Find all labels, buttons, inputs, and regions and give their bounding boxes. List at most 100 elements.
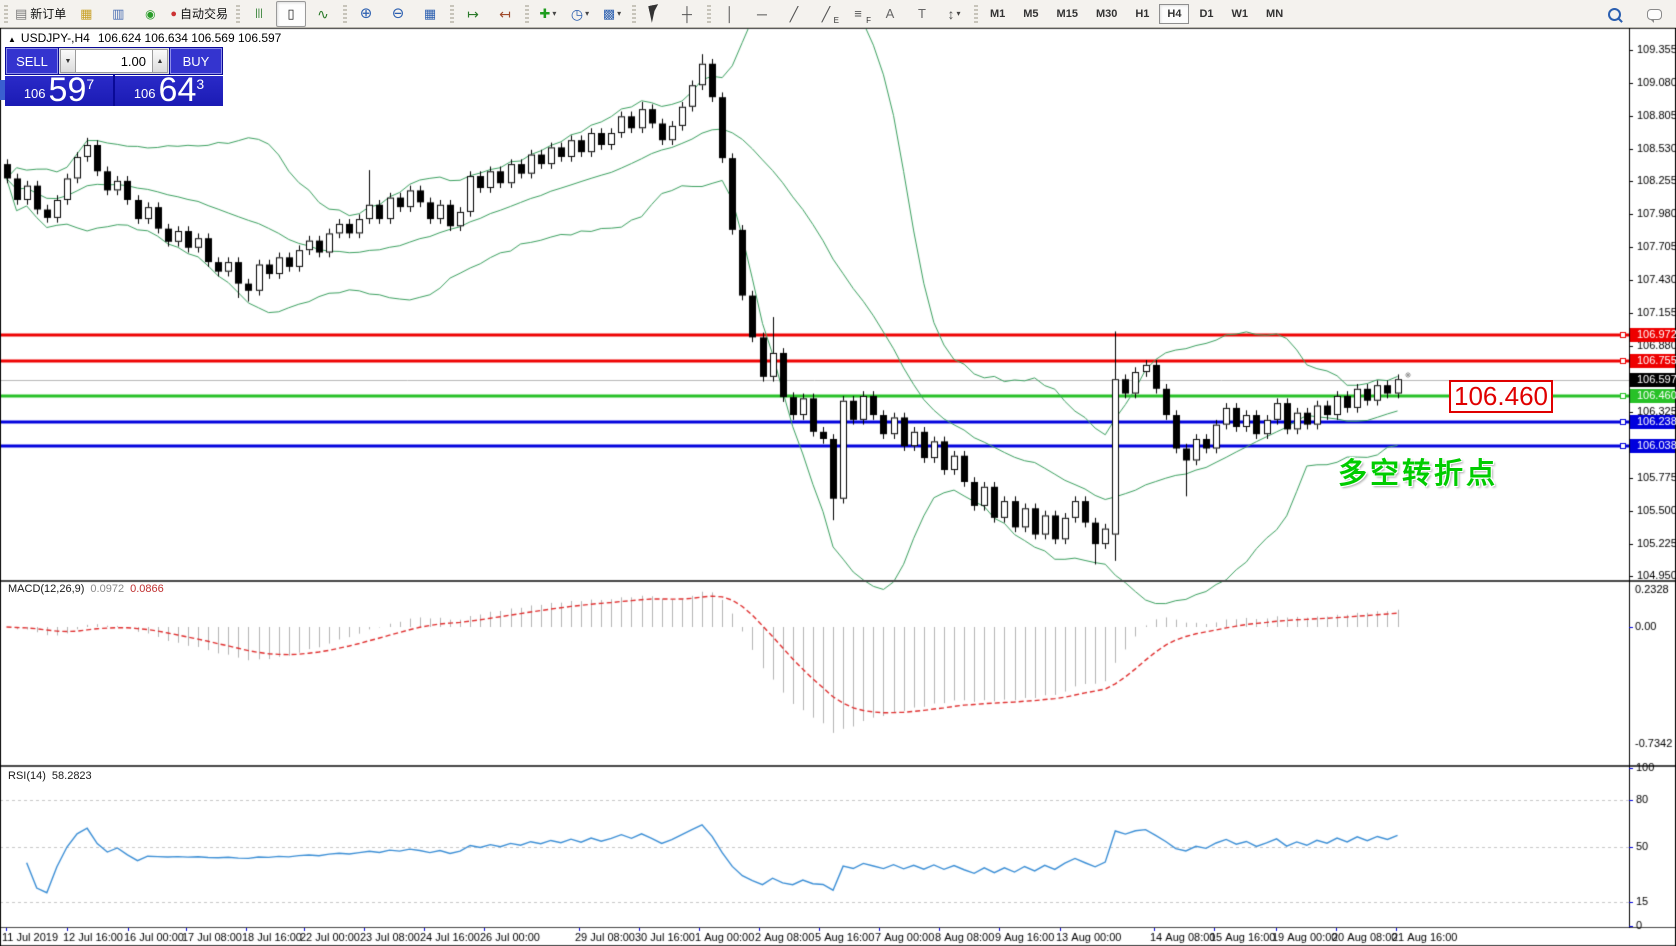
macd-signal-value: 0.0866 <box>130 583 164 595</box>
zoom-out-icon: ⊖ <box>391 4 405 22</box>
text-label-button[interactable]: T <box>907 1 937 27</box>
toolbar-grip[interactable] <box>4 4 8 23</box>
charts-icon: ▦ <box>80 5 93 21</box>
timeframe-H1[interactable]: H1 <box>1135 7 1150 20</box>
new-order-icon: ▤ <box>15 5 28 21</box>
buy-price-main: 64 <box>158 71 197 109</box>
timeframe-M30[interactable]: M30 <box>1095 7 1118 20</box>
arrows-dropdown-caret[interactable]: ▾ <box>956 9 961 18</box>
periods-button[interactable]: ◷ ▾ <box>565 1 595 27</box>
crosshair-button[interactable]: ┼ <box>672 1 702 27</box>
timeframe-M15[interactable]: M15 <box>1056 7 1078 20</box>
toolbar-group: ┼ <box>639 0 703 27</box>
macd-name: MACD(12,26,9) <box>8 583 85 595</box>
cursor-icon <box>648 4 662 23</box>
toolbar-group: ▤ 新订单 ▦ ▥ ◉ ● 自动交易 <box>11 0 232 27</box>
toolbar-group: │ ─ ╱ ╱ E ≡ F A T ↕ ▾ <box>714 0 970 27</box>
timeframe-H4[interactable]: H4 <box>1159 3 1190 24</box>
collapse-triangle-icon[interactable]: ▲ <box>8 35 16 44</box>
indicators-icon: ✚ <box>539 5 551 21</box>
signals-button[interactable]: ◉ <box>135 1 165 27</box>
text-label-icon: T <box>918 5 926 21</box>
volume-decrease-button[interactable]: ▼ <box>60 49 76 73</box>
toolbar-grip[interactable] <box>342 4 347 23</box>
candles-chart-icon: ▯ <box>287 5 295 21</box>
sell-price-prefix: 106 <box>23 86 46 101</box>
zoom-in-icon: ⊕ <box>359 4 373 22</box>
trade-panel-quotes: 106 59 7 106 64 3 <box>5 71 223 109</box>
equidistant-channel-sub-letter: E <box>833 15 839 25</box>
new-order-button[interactable]: ▤ 新订单 <box>12 1 69 27</box>
indicators-dropdown-caret[interactable]: ▾ <box>552 9 557 18</box>
toolbar-grip[interactable] <box>706 4 711 23</box>
vertical-line-button[interactable]: │ <box>715 1 745 27</box>
charts-button[interactable]: ▦ <box>71 1 101 27</box>
new-order-label: 新订单 <box>30 7 67 21</box>
toolbar-grip[interactable] <box>449 4 454 23</box>
sell-button[interactable]: SELL <box>6 48 58 74</box>
autotrading-label: 自动交易 <box>179 7 228 21</box>
timeframe-MN[interactable]: MN <box>1266 7 1284 20</box>
rsi-value: 58.2823 <box>51 770 92 782</box>
templates-button[interactable]: ▩ ▾ <box>597 1 627 27</box>
timeframe-M5[interactable]: M5 <box>1023 7 1039 20</box>
price-level-tag[interactable]: 106.460 <box>1449 380 1553 413</box>
periods-dropdown-caret[interactable]: ▾ <box>585 9 590 18</box>
chart-title: ▲ USDJPY-,H4 106.624 106.634 106.569 106.5… <box>8 31 281 45</box>
vertical-line-icon: │ <box>725 5 735 22</box>
bars-chart-button[interactable]: ||| <box>244 1 274 27</box>
timeframe-D1[interactable]: D1 <box>1199 7 1214 20</box>
one-click-trade-panel: SELL ▼ 1.00 ▲ BUY 106 59 7 106 64 3 <box>5 47 223 109</box>
chart-shift-button[interactable]: ↤ <box>490 1 520 27</box>
cursor-button[interactable] <box>640 1 670 27</box>
toolbar-grip[interactable] <box>524 4 529 23</box>
trendline-button[interactable]: ╱ <box>779 1 809 27</box>
volume-increase-button[interactable]: ▲ <box>152 49 168 73</box>
toolbar: ▤ 新订单 ▦ ▥ ◉ ● 自动交易 ||| ▯ ∿ ⊕ ⊖ ▦ ↦ ↤ ✚ ▾ ◷ ▾ ▩ ▾ ┼ │ ─ ╱ ╱ E ≡ F A T ↕ ▾… <box>0 0 1676 28</box>
fibonacci-button[interactable]: ≡ F <box>843 1 873 27</box>
equidistant-channel-button[interactable]: ╱ E <box>811 1 841 27</box>
templates-icon: ▩ <box>602 5 616 21</box>
toolbar-group: ⊕ ⊖ ▦ <box>350 0 446 27</box>
panel-collapse-handle[interactable] <box>0 80 5 100</box>
toolbar-group: ↦ ↤ <box>457 0 521 27</box>
rsi-name: RSI(14) <box>8 770 46 782</box>
timeframe-M1[interactable]: M1 <box>989 7 1006 20</box>
tile-windows-button[interactable]: ▦ <box>415 1 445 27</box>
arrows-button[interactable]: ↕ ▾ <box>939 1 969 27</box>
sell-price-tile[interactable]: 106 59 7 <box>5 71 113 109</box>
chat-button[interactable] <box>1639 1 1669 27</box>
buy-button[interactable]: BUY <box>170 48 222 74</box>
horizontal-line-icon: ─ <box>757 5 767 22</box>
sell-price-main: 59 <box>48 71 87 109</box>
bars-chart-icon: ||| <box>255 7 263 19</box>
toolbar-grip[interactable] <box>973 4 978 23</box>
chart-text-annotation[interactable]: 多空转折点 <box>1338 458 1499 490</box>
toolbar-group: ✚ ▾ ◷ ▾ ▩ ▾ <box>532 0 628 27</box>
autotrading-icon: ● <box>170 7 177 20</box>
ohlc-values: 106.624 106.634 106.569 106.597 <box>97 31 282 45</box>
market-watch-button[interactable]: ▥ <box>103 1 133 27</box>
templates-dropdown-caret[interactable]: ▾ <box>617 9 622 18</box>
search-button[interactable] <box>1599 1 1629 27</box>
zoom-in-button[interactable]: ⊕ <box>351 1 381 27</box>
text-button[interactable]: A <box>875 1 905 27</box>
zoom-out-button[interactable]: ⊖ <box>383 1 413 27</box>
chat-icon <box>1646 8 1662 23</box>
buy-price-tile[interactable]: 106 64 3 <box>115 71 223 109</box>
line-chart-icon: ∿ <box>317 5 329 22</box>
search-icon <box>1607 7 1621 21</box>
autotrading-button[interactable]: ● 自动交易 <box>167 1 231 27</box>
indicators-button[interactable]: ✚ ▾ <box>533 1 563 27</box>
buy-price-sup: 3 <box>196 76 205 92</box>
toolbar-grip[interactable] <box>235 4 240 23</box>
line-chart-button[interactable]: ∿ <box>308 1 338 27</box>
chart-area-canvas[interactable] <box>0 28 1676 946</box>
buy-price-prefix: 106 <box>133 86 156 101</box>
volume-input[interactable]: 1.00 <box>76 49 152 73</box>
timeframe-W1[interactable]: W1 <box>1231 7 1249 20</box>
toolbar-grip[interactable] <box>631 4 636 23</box>
horizontal-line-button[interactable]: ─ <box>747 1 777 27</box>
candles-chart-button[interactable]: ▯ <box>275 0 306 27</box>
auto-scroll-button[interactable]: ↦ <box>458 1 488 27</box>
